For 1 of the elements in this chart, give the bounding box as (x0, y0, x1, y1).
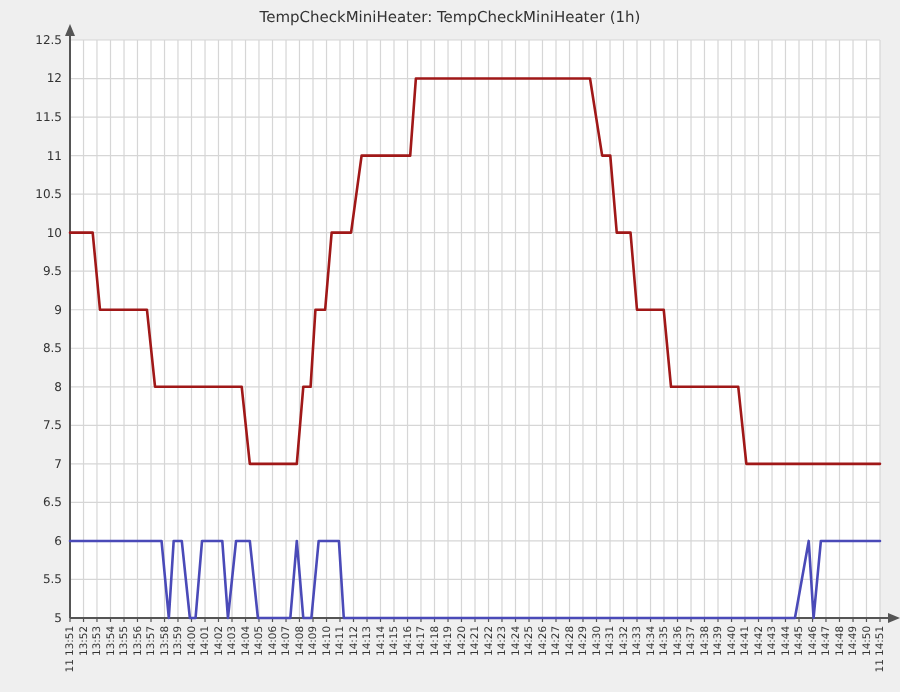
line-series (68, 77, 882, 466)
